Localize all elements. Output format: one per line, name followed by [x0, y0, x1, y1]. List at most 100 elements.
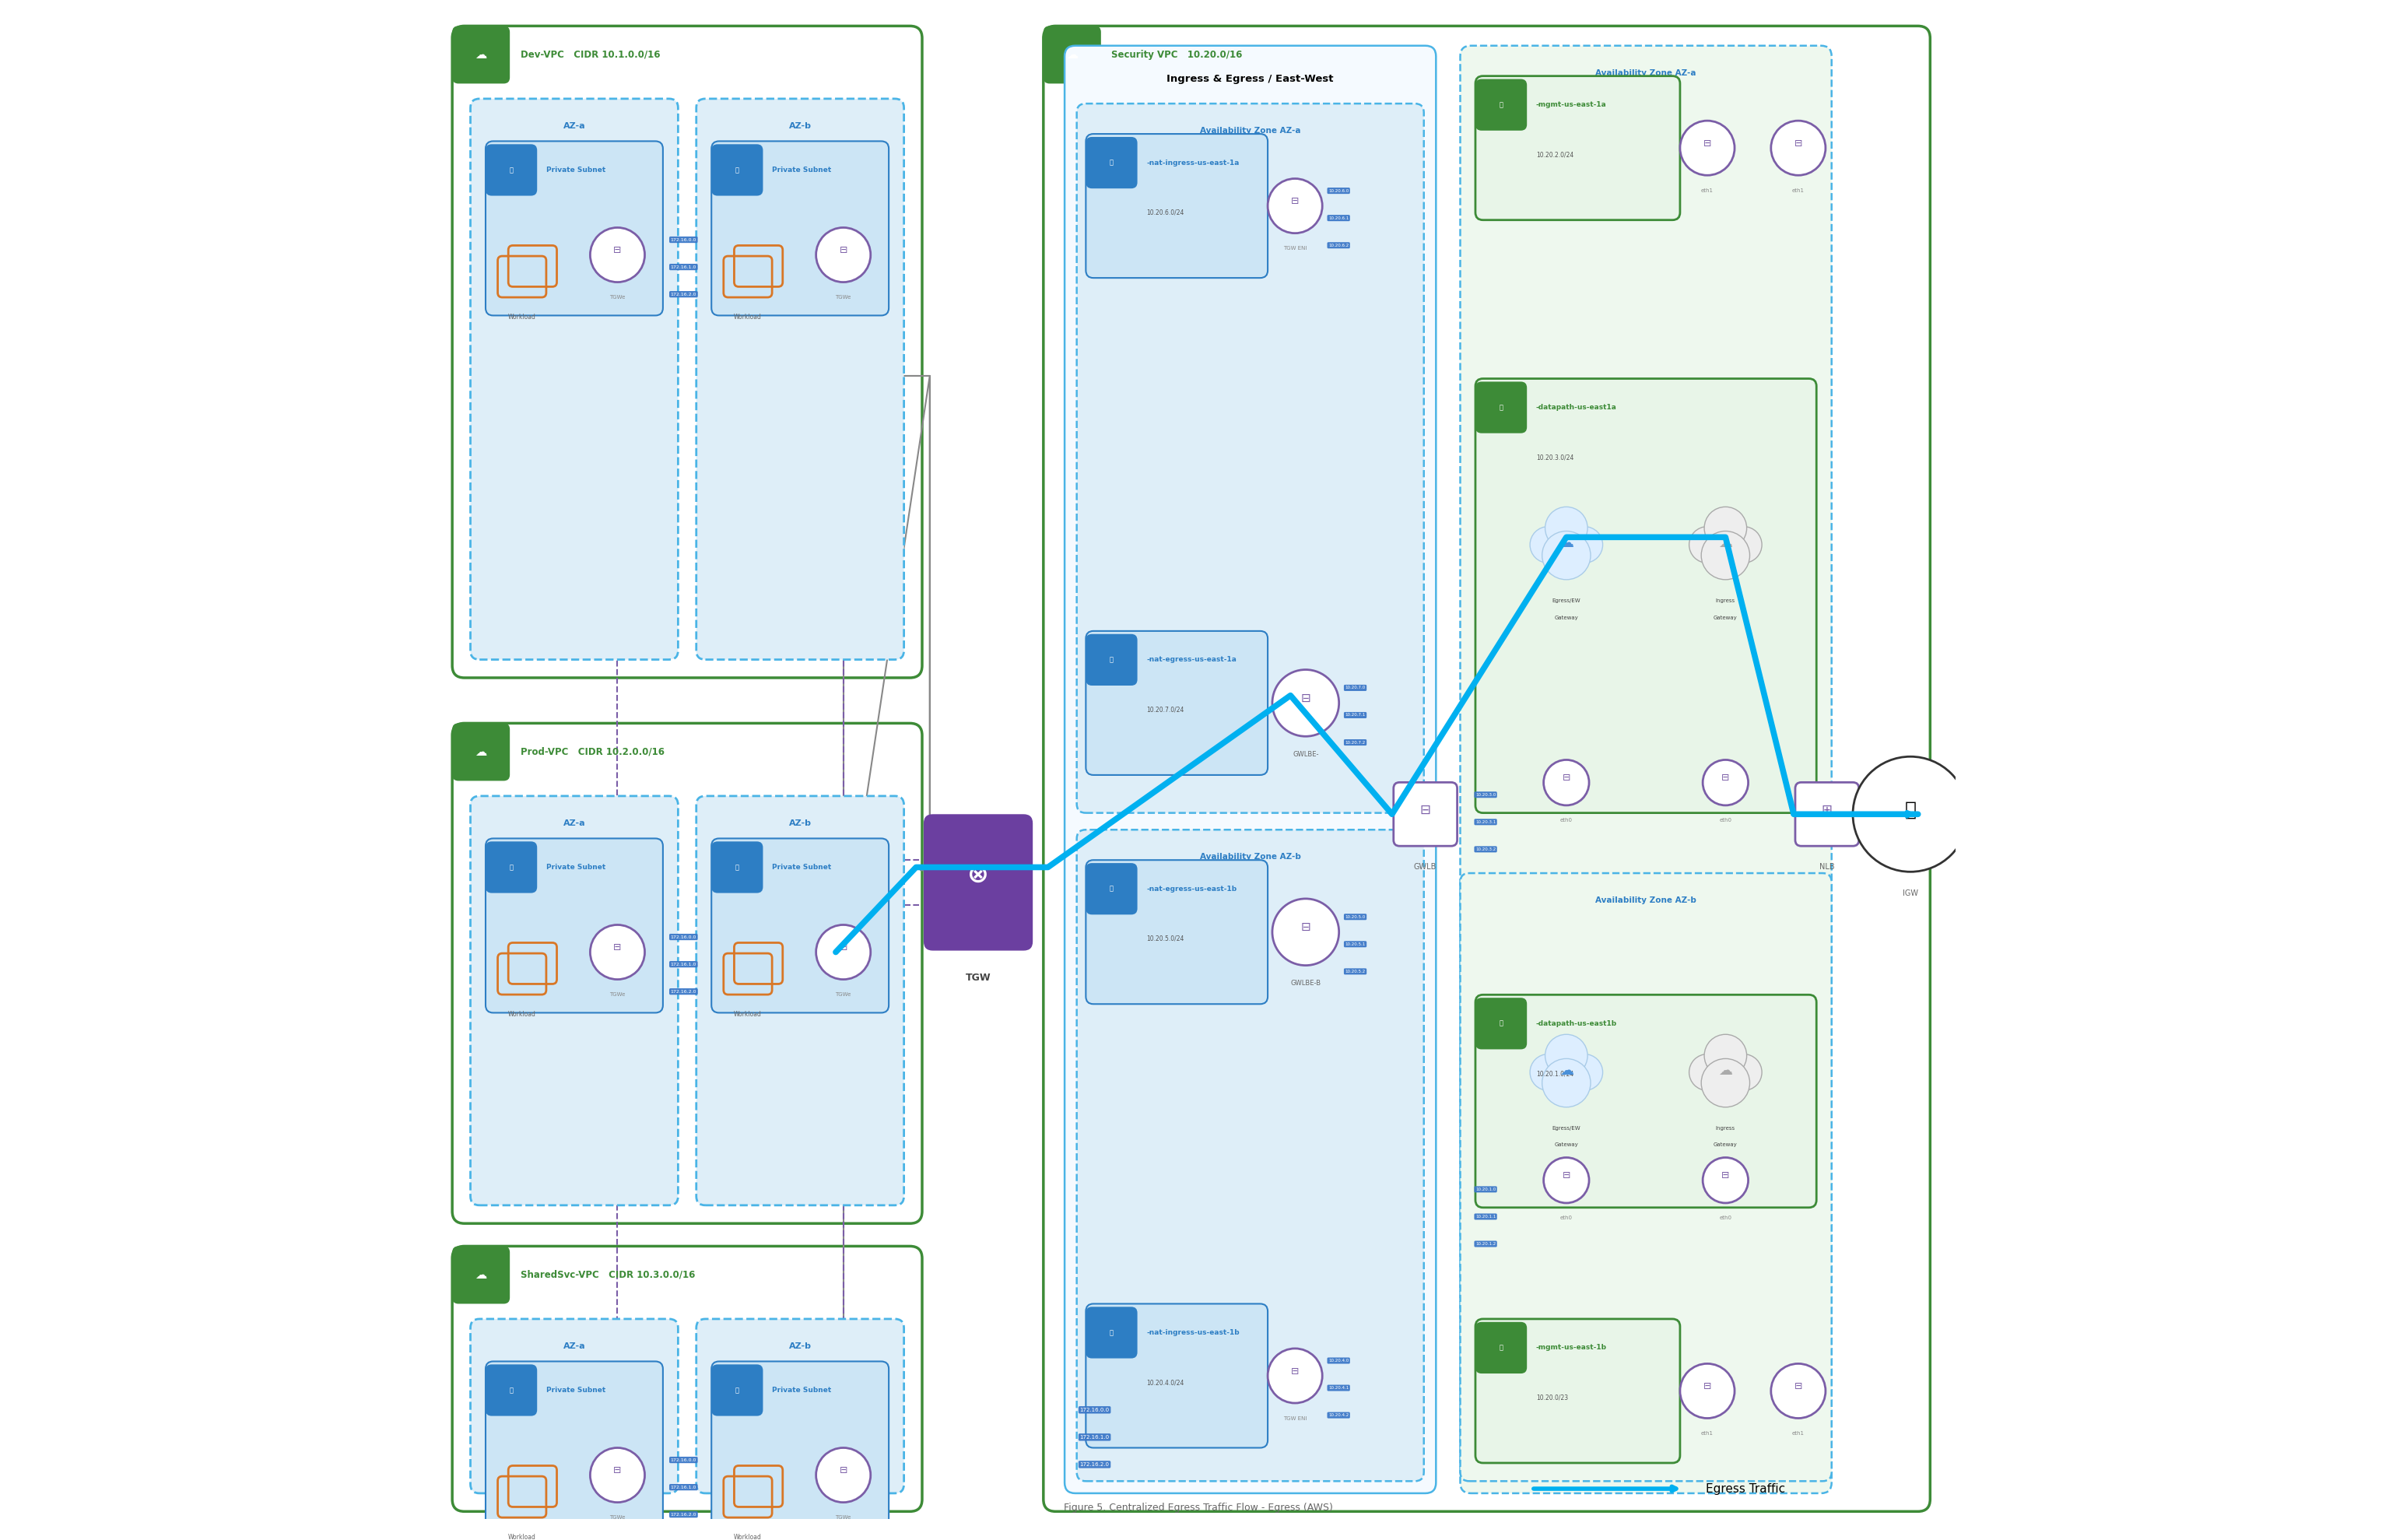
Text: Security VPC   10.20.0/16: Security VPC 10.20.0/16 [1112, 49, 1244, 60]
Circle shape [1567, 1053, 1603, 1090]
FancyBboxPatch shape [712, 838, 889, 1013]
Text: TGW: TGW [966, 973, 992, 983]
Circle shape [1543, 531, 1591, 579]
Circle shape [1680, 120, 1735, 176]
FancyBboxPatch shape [1476, 1321, 1526, 1374]
Text: Gateway: Gateway [1713, 1143, 1737, 1147]
Text: TGWe: TGWe [836, 992, 851, 996]
Text: eth0: eth0 [1560, 818, 1572, 822]
Text: Workload: Workload [733, 1534, 762, 1540]
FancyBboxPatch shape [712, 1364, 762, 1415]
Text: ☁: ☁ [1066, 49, 1078, 60]
Text: ⊟: ⊟ [1720, 1170, 1730, 1181]
Text: Workload: Workload [508, 314, 537, 320]
Text: 🔒: 🔒 [736, 1386, 738, 1394]
Text: ⊟: ⊟ [1704, 1381, 1711, 1392]
Text: ⊟: ⊟ [1562, 1170, 1569, 1181]
Circle shape [1543, 1058, 1591, 1107]
Circle shape [1545, 1035, 1589, 1076]
Text: 10.20.1.0/24: 10.20.1.0/24 [1536, 1070, 1574, 1076]
Text: 172.16.1.0: 172.16.1.0 [671, 1485, 697, 1489]
Text: Egress Traffic: Egress Traffic [1706, 1483, 1785, 1494]
Text: ☁: ☁ [1560, 536, 1574, 550]
Text: eth1: eth1 [1701, 1431, 1713, 1435]
Text: 10.20.5.0: 10.20.5.0 [1344, 915, 1366, 919]
Text: ⊟: ⊟ [613, 942, 621, 953]
Text: Ingress: Ingress [1716, 599, 1735, 604]
Circle shape [1704, 759, 1749, 805]
Text: Workload: Workload [733, 314, 762, 320]
Text: Gateway: Gateway [1555, 1143, 1579, 1147]
FancyBboxPatch shape [1476, 75, 1680, 220]
Text: -nat-egress-us-east-1b: -nat-egress-us-east-1b [1145, 886, 1236, 892]
Text: Private Subnet: Private Subnet [546, 166, 606, 174]
FancyBboxPatch shape [712, 841, 762, 893]
FancyBboxPatch shape [1076, 830, 1423, 1481]
Text: -mgmt-us-east-1a: -mgmt-us-east-1a [1536, 102, 1608, 108]
Text: 172.16.1.0: 172.16.1.0 [671, 265, 697, 270]
Text: Availability Zone AZ-b: Availability Zone AZ-b [1596, 896, 1696, 904]
Circle shape [1704, 1035, 1747, 1076]
FancyBboxPatch shape [1085, 1304, 1267, 1448]
Text: Private Subnet: Private Subnet [772, 864, 831, 870]
Text: ⊟: ⊟ [1720, 773, 1730, 784]
Text: 🔒: 🔒 [1500, 102, 1502, 108]
Text: ⊟: ⊟ [839, 245, 848, 256]
Text: Ingress: Ingress [1716, 1126, 1735, 1130]
Text: SharedSvc-VPC   CIDR 10.3.0.0/16: SharedSvc-VPC CIDR 10.3.0.0/16 [520, 1270, 695, 1280]
Text: ☁: ☁ [1718, 536, 1732, 550]
Text: 🔒: 🔒 [1109, 886, 1114, 892]
FancyBboxPatch shape [697, 1318, 903, 1494]
Circle shape [1771, 120, 1826, 176]
Text: eth1: eth1 [1792, 1431, 1804, 1435]
Text: ⊟: ⊟ [1301, 693, 1311, 704]
Text: eth0: eth0 [1720, 1215, 1732, 1221]
Text: 10.20.1.0: 10.20.1.0 [1476, 1187, 1495, 1192]
Circle shape [1545, 507, 1589, 550]
Text: Private Subnet: Private Subnet [546, 864, 606, 870]
Text: 10.20.3.2: 10.20.3.2 [1476, 847, 1495, 852]
Circle shape [1531, 1053, 1567, 1090]
Text: 10.20.6.2: 10.20.6.2 [1327, 243, 1349, 248]
FancyBboxPatch shape [1085, 631, 1267, 775]
Circle shape [1771, 1363, 1826, 1418]
FancyBboxPatch shape [1042, 26, 1102, 83]
Circle shape [1704, 1158, 1749, 1203]
Text: ⊟: ⊟ [839, 1466, 848, 1475]
Circle shape [1267, 179, 1323, 233]
Text: 🔒: 🔒 [1109, 159, 1114, 166]
Text: 172.16.2.0: 172.16.2.0 [671, 1512, 697, 1517]
Text: AZ-b: AZ-b [788, 819, 812, 827]
FancyBboxPatch shape [1476, 1318, 1680, 1463]
Text: 🔒: 🔒 [1500, 1344, 1502, 1351]
FancyBboxPatch shape [1476, 379, 1816, 813]
Text: 10.20.6.1: 10.20.6.1 [1327, 216, 1349, 220]
Text: 10.20.0/23: 10.20.0/23 [1536, 1394, 1567, 1401]
FancyBboxPatch shape [1085, 862, 1138, 915]
FancyBboxPatch shape [1476, 79, 1526, 131]
Text: Prod-VPC   CIDR 10.2.0.0/16: Prod-VPC CIDR 10.2.0.0/16 [520, 747, 664, 758]
FancyBboxPatch shape [453, 1246, 510, 1304]
Circle shape [1701, 531, 1749, 579]
Text: 🌐: 🌐 [1905, 801, 1917, 819]
FancyBboxPatch shape [486, 142, 664, 316]
Text: Workload: Workload [508, 1010, 537, 1018]
FancyBboxPatch shape [486, 1364, 537, 1415]
Text: ⊟: ⊟ [613, 1466, 621, 1475]
Text: 172.16.0.0: 172.16.0.0 [1081, 1408, 1109, 1412]
Text: 🔒: 🔒 [736, 864, 738, 870]
Text: -nat-egress-us-east-1a: -nat-egress-us-east-1a [1145, 656, 1236, 664]
Text: -datapath-us-east1b: -datapath-us-east1b [1536, 1019, 1617, 1027]
Text: 🔒: 🔒 [1500, 1019, 1502, 1027]
Text: 10.20.7.0: 10.20.7.0 [1344, 685, 1366, 690]
Text: -nat-ingress-us-east-1b: -nat-ingress-us-east-1b [1145, 1329, 1239, 1337]
FancyBboxPatch shape [453, 26, 922, 678]
Text: AZ-b: AZ-b [788, 1343, 812, 1351]
Circle shape [1725, 527, 1761, 564]
Circle shape [1567, 527, 1603, 564]
Text: AZ-a: AZ-a [563, 1343, 585, 1351]
FancyBboxPatch shape [1064, 46, 1435, 1494]
Circle shape [817, 228, 870, 282]
Text: Availability Zone AZ-a: Availability Zone AZ-a [1596, 69, 1696, 77]
Circle shape [589, 926, 645, 979]
